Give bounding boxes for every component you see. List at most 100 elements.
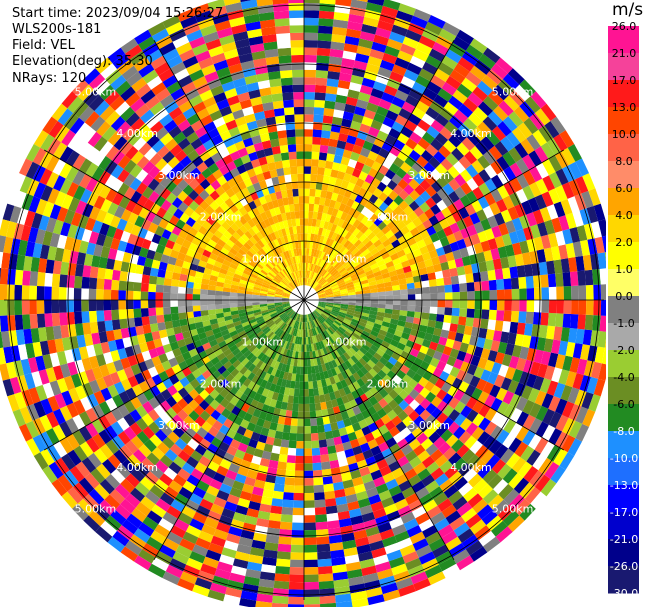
ppi-gate-cell: [155, 550, 173, 565]
ppi-gate-cell: [251, 347, 260, 356]
ppi-gate-cell: [388, 270, 398, 277]
ppi-gate-cell: [373, 112, 386, 124]
ppi-gate-cell: [194, 415, 206, 428]
ppi-gate-cell: [312, 311, 319, 319]
ppi-gate-cell: [168, 357, 179, 368]
ppi-gate-cell: [252, 103, 264, 114]
ppi-gate-cell: [323, 321, 331, 328]
ppi-gate-cell: [264, 542, 279, 552]
ppi-gate-cell: [319, 251, 326, 260]
ppi-gate-cell: [229, 194, 240, 204]
ppi-gate-cell: [304, 10, 320, 19]
ppi-gate-cell: [415, 100, 430, 114]
ppi-gate-cell: [85, 162, 99, 178]
ppi-gate-cell: [165, 21, 184, 36]
ppi-gate-cell: [318, 295, 327, 298]
ppi-gate-cell: [534, 108, 551, 126]
ppi-gate-cell: [61, 249, 72, 263]
ppi-gate-cell: [219, 105, 233, 117]
ppi-gate-cell: [271, 343, 278, 352]
ppi-gate-cell: [324, 100, 336, 110]
ppi-gate-cell: [406, 167, 419, 179]
ppi-gate-cell: [354, 308, 363, 313]
ppi-gate-cell: [331, 310, 339, 316]
ppi-gate-cell: [103, 279, 112, 290]
ppi-gate-cell: [493, 105, 509, 122]
ppi-gate-cell: [235, 363, 245, 372]
ppi-gate-cell: [186, 474, 200, 487]
ppi-gate-cell: [101, 126, 117, 142]
ppi-gate-cell: [121, 126, 136, 141]
ppi-gate-cell: [426, 125, 440, 139]
ppi-gate-cell: [317, 159, 327, 168]
ppi-gate-cell: [242, 378, 252, 388]
ppi-gate-cell: [508, 472, 524, 489]
ppi-gate-cell: [249, 257, 258, 266]
ppi-gate-cell: [168, 480, 183, 494]
ppi-gate-cell: [188, 348, 199, 358]
ppi-gate-cell: [338, 346, 347, 355]
ppi-gate-cell: [186, 456, 199, 469]
ppi-gate-cell: [466, 224, 478, 237]
ppi-gate-cell: [177, 8, 195, 22]
ppi-gate-cell: [344, 278, 353, 285]
ppi-gate-cell: [360, 206, 370, 216]
ppi-gate-cell: [347, 500, 360, 511]
ppi-gate-cell: [239, 279, 248, 285]
ppi-gate-cell: [417, 468, 431, 481]
ppi-gate-cell: [525, 275, 534, 289]
ppi-gate-cell: [204, 195, 215, 206]
ppi-gate-cell: [556, 286, 564, 300]
ppi-gate-cell: [233, 380, 243, 391]
ppi-gate-cell: [360, 375, 370, 385]
ppi-gate-cell: [324, 306, 333, 311]
ppi-gate-cell: [309, 403, 316, 412]
ppi-gate-cell: [304, 77, 316, 85]
ppi-gate-cell: [294, 279, 299, 287]
ppi-gate-cell: [522, 430, 536, 446]
ppi-gate-cell: [414, 404, 426, 416]
ppi-gate-cell: [344, 368, 353, 378]
ppi-gate-cell: [277, 285, 285, 290]
ppi-gate-cell: [148, 241, 159, 252]
ppi-gate-cell: [559, 452, 575, 470]
ppi-gate-cell: [232, 77, 247, 89]
ppi-gate-cell: [135, 264, 145, 275]
range-ring-label: 3.00km: [158, 419, 200, 432]
ppi-gate-cell: [364, 371, 374, 381]
ppi-gate-cell: [261, 450, 272, 460]
ppi-gate-cell: [374, 207, 384, 218]
ppi-gate-cell: [157, 322, 166, 331]
ppi-gate-cell: [12, 173, 26, 191]
ppi-gate-cell: [180, 267, 190, 276]
ppi-gate-cell: [246, 168, 257, 178]
ppi-gate-cell: [259, 293, 268, 297]
ppi-gate-cell: [569, 271, 579, 287]
ppi-gate-cell: [104, 268, 114, 280]
ppi-gate-cell: [516, 265, 526, 278]
ppi-gate-cell: [368, 222, 378, 232]
ppi-gate-cell: [111, 178, 124, 193]
ppi-gate-cell: [304, 455, 313, 464]
ppi-gate-cell: [246, 313, 255, 319]
ppi-gate-cell: [185, 281, 194, 289]
ppi-gate-cell: [489, 202, 501, 216]
ppi-gate-cell: [373, 34, 389, 46]
ppi-gate-cell: [107, 248, 118, 260]
ppi-gate-cell: [368, 313, 377, 320]
ppi-gate-cell: [198, 260, 207, 268]
ppi-gate-cell: [269, 323, 277, 330]
ppi-gate-cell: [146, 340, 156, 351]
ppi-gate-cell: [237, 289, 246, 294]
ppi-gate-cell: [331, 116, 343, 126]
ppi-gate-cell: [265, 56, 280, 66]
ppi-gate-cell: [341, 271, 350, 278]
ppi-gate-cell: [493, 478, 509, 495]
ppi-gate-cell: [389, 517, 404, 529]
ppi-gate-cell: [363, 303, 371, 307]
ppi-gate-cell: [304, 463, 313, 471]
ppi-gate-cell: [157, 269, 166, 278]
ppi-gate-cell: [178, 280, 187, 288]
ppi-gate-cell: [397, 82, 412, 95]
ppi-gate-cell: [212, 472, 226, 484]
